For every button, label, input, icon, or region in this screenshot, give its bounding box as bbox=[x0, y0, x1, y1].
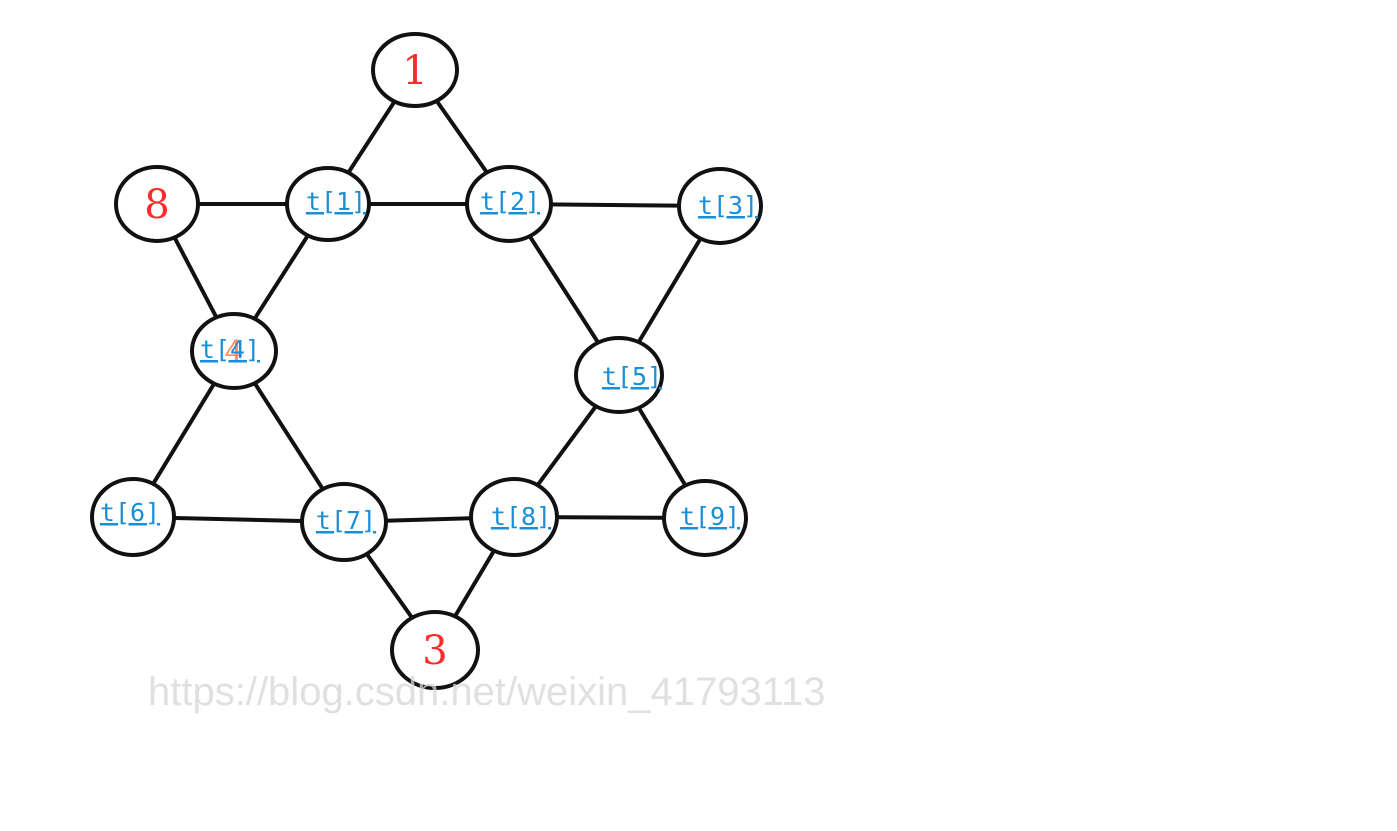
variable-link-t6[interactable]: t[6] bbox=[100, 498, 160, 527]
node-t2: t[2] bbox=[465, 165, 553, 243]
variable-link-t1[interactable]: t[1] bbox=[306, 187, 366, 216]
variable-link-t4[interactable]: t[4] bbox=[200, 335, 260, 364]
variable-link-t9[interactable]: t[9] bbox=[680, 502, 740, 531]
node-n3: 3 bbox=[390, 610, 480, 690]
node-circle-t3 bbox=[677, 167, 763, 245]
node-circle-t9 bbox=[662, 479, 748, 557]
watermark-url: https://blog.csdn.net/weixin_41793113 bbox=[148, 670, 826, 714]
node-t8: t[8] bbox=[469, 477, 559, 557]
node-circle-t4 bbox=[190, 312, 278, 390]
node-t7: t[7] bbox=[300, 482, 388, 562]
node-circle-n1 bbox=[371, 32, 459, 108]
fixed-number-8: 8 bbox=[144, 182, 169, 228]
node-t3: t[3] bbox=[677, 167, 763, 245]
variable-link-t2[interactable]: t[2] bbox=[480, 187, 540, 216]
node-n8: 8 bbox=[114, 165, 200, 243]
underlying-number-t4: 4 bbox=[224, 335, 243, 370]
variable-link-t8[interactable]: t[8] bbox=[491, 502, 551, 531]
variable-link-t7[interactable]: t[7] bbox=[316, 506, 376, 535]
node-circle-n3 bbox=[390, 610, 480, 690]
node-t1: t[1] bbox=[285, 166, 371, 242]
node-circle-t1 bbox=[285, 166, 371, 242]
fixed-number-1: 1 bbox=[402, 48, 427, 94]
variable-link-t3[interactable]: t[3] bbox=[698, 191, 758, 220]
node-t9: t[9] bbox=[662, 479, 748, 557]
node-circle-t5 bbox=[574, 336, 664, 414]
node-t5: t[5] bbox=[574, 336, 664, 414]
node-circle-t6 bbox=[90, 477, 176, 557]
fixed-number-3: 3 bbox=[422, 628, 447, 674]
nodes-layer: 1 8 t[1] t[2] t[3] 4t[4] t[5] t[6] t[7] t[8] t[9] 3 bbox=[90, 32, 763, 690]
node-circle-t2 bbox=[465, 165, 553, 243]
node-t6: t[6] bbox=[90, 477, 176, 557]
node-t4: 4t[4] bbox=[190, 312, 278, 390]
variable-link-t5[interactable]: t[5] bbox=[602, 362, 662, 391]
node-circle-t8 bbox=[469, 477, 559, 557]
node-circle-t7 bbox=[300, 482, 388, 562]
node-circle-n8 bbox=[114, 165, 200, 243]
node-n1: 1 bbox=[371, 32, 459, 108]
